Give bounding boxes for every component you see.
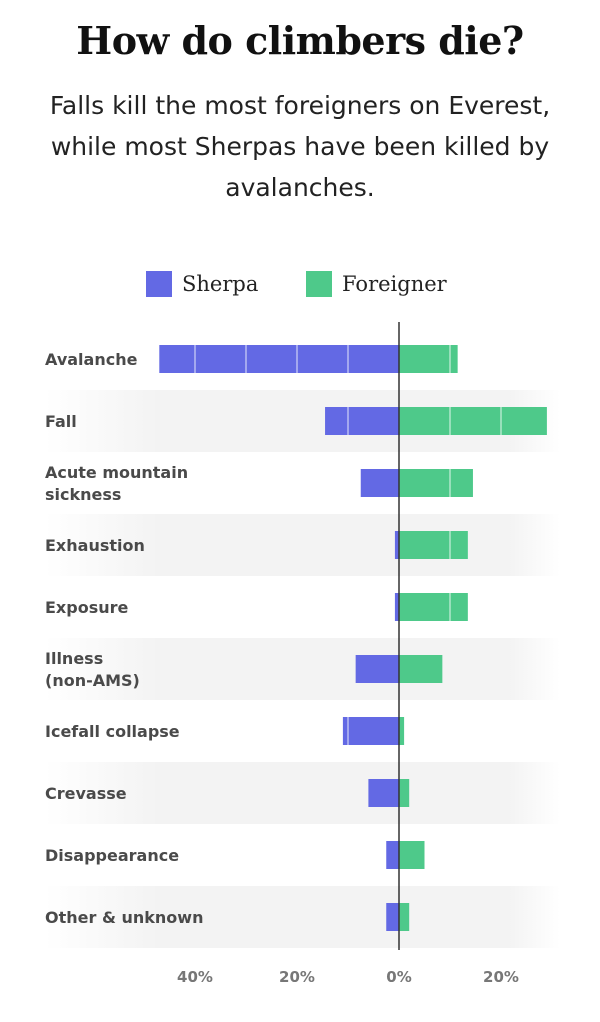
bar-sherpa-3 [394, 531, 399, 559]
legend-swatch-sherpa [146, 271, 172, 297]
legend: Sherpa Foreigner [0, 266, 600, 302]
legend-item-sherpa: Sherpa [146, 266, 258, 302]
bar-foreigner-2 [399, 469, 473, 497]
bar-foreigner-6 [399, 717, 405, 745]
category-label: Icefall collapse [45, 722, 180, 741]
x-tick-label: 20% [483, 968, 519, 986]
legend-label-sherpa: Sherpa [182, 272, 259, 296]
bar-foreigner-7 [399, 779, 410, 807]
category-label: Crevasse [45, 784, 127, 803]
category-label: Exposure [45, 598, 129, 617]
bar-sherpa-2 [360, 469, 399, 497]
bar-foreigner-4 [399, 593, 468, 621]
bar-sherpa-8 [386, 841, 399, 869]
bar-foreigner-3 [399, 531, 468, 559]
x-tick-label: 0% [386, 968, 411, 986]
chart-title: How do climbers die? [76, 18, 524, 63]
category-label: Disappearance [45, 846, 179, 865]
bar-foreigner-0 [399, 345, 458, 373]
row-band [45, 514, 560, 576]
x-tick-label: 20% [279, 968, 315, 986]
legend-label-foreigner: Foreigner [342, 272, 447, 296]
bar-sherpa-4 [394, 593, 399, 621]
category-label: Exhaustion [45, 536, 145, 555]
bar-foreigner-5 [399, 655, 443, 683]
bar-sherpa-0 [159, 345, 399, 373]
bar-foreigner-1 [399, 407, 547, 435]
bar-sherpa-9 [386, 903, 399, 931]
category-label: Acute mountain [45, 463, 188, 482]
category-label: Illness [45, 649, 103, 668]
category-label: sickness [45, 485, 121, 504]
category-label: (non-AMS) [45, 671, 140, 690]
category-label: Avalanche [45, 350, 138, 369]
row-band [45, 886, 560, 948]
x-tick-label: 40% [177, 968, 213, 986]
row-band [45, 762, 560, 824]
bar-foreigner-9 [399, 903, 410, 931]
category-label: Other & unknown [45, 908, 203, 927]
bar-foreigner-8 [399, 841, 425, 869]
chart-subtitle: Falls kill the most foreigners on Everes… [49, 91, 551, 202]
bar-sherpa-5 [355, 655, 399, 683]
row-band [45, 638, 560, 700]
bar-sherpa-7 [368, 779, 399, 807]
legend-swatch-foreigner [306, 271, 332, 297]
legend-item-foreigner: Foreigner [306, 266, 447, 302]
bar-sherpa-6 [342, 717, 399, 745]
category-label: Fall [45, 412, 77, 431]
bar-sherpa-1 [325, 407, 399, 435]
